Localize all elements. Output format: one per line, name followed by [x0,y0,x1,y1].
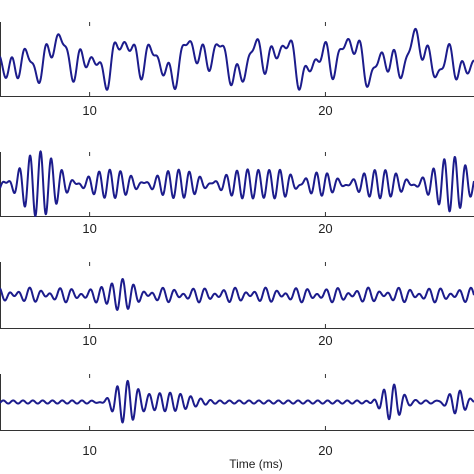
x-tick-label: 20 [318,333,332,348]
waveform-line [0,150,474,217]
waveform-line [0,277,474,311]
waveform-panel-4: 10 20 [0,374,474,458]
waveform-panel-2: 10 20 [0,150,474,236]
x-tick-label: 10 [82,103,96,118]
waveform-panel-3: 10 20 [0,262,474,348]
waveform-line [0,379,474,424]
waveform-panel-1: 10 20 [0,22,474,118]
waveform-line [0,27,474,91]
x-tick-label: 20 [318,443,332,458]
x-tick-label: 10 [82,443,96,458]
x-axis-label: Time (ms) [229,457,283,471]
panels: 10 20 10 20 10 20 10 20 [0,22,474,458]
x-tick-label: 10 [82,221,96,236]
x-tick-label: 20 [318,221,332,236]
x-tick-label: 20 [318,103,332,118]
x-tick-label: 10 [82,333,96,348]
